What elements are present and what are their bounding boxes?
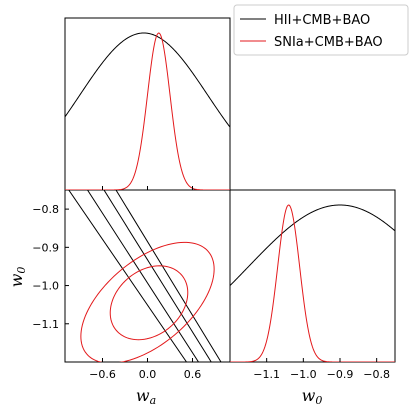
x-tick-label-wa-0: −0.6 [89,368,116,381]
x-tick-label-w0-0: −1.1 [253,368,280,381]
x-tick-label-w0-3: −0.8 [363,368,390,381]
y-tick-label-w0-3: −0.8 [32,203,59,216]
series-hii-contour-2sigma-3 [115,190,222,362]
panel-w0-marginal [229,189,396,363]
legend: HII+CMB+BAO SNIa+CMB+BAO [233,4,409,56]
series-hii-contour-1sigma-1 [103,190,212,362]
x-axis-label-w0: w0 [302,386,323,407]
y-tick-label-w0-2: −0.9 [32,241,59,254]
y-tick-label-w0-0: −1.1 [32,318,59,331]
legend-box [233,4,409,56]
y-tick-label-w0-1: −1.0 [32,280,59,293]
legend-label-hii: HII+CMB+BAO [274,13,370,28]
series-snia-w0-marginal [230,204,395,362]
x-tick-label-w0-2: −0.9 [327,368,354,381]
series-snia-wa-marginal [65,32,230,190]
series-hii-wa-marginal [65,32,230,128]
plot-layer [65,32,395,362]
tick-layer: −0.6 0.0 0.6 −1.1 −1.1 −1.0 −1.0 −0.9 −0.9 −0.8 −0… [32,186,390,381]
x-tick-label-wa-2: 0.6 [184,368,202,381]
series-snia-contour-2sigma [80,241,215,362]
y-axis-label-w0: w0 [7,267,28,288]
panel-wa-marginal [64,17,231,191]
series-hii-contour-2sigma-2 [68,190,187,362]
x-tick-label-w0-1: −1.0 [290,368,317,381]
x-axis-label-wa: wa [136,386,156,407]
series-hii-w0-marginal [230,204,395,286]
series-snia-contour-1sigma [109,265,189,341]
legend-label-snia: SNIa+CMB+BAO [274,35,383,50]
x-tick-label-wa-1: 0.0 [139,368,157,381]
series-hii-contour-1sigma-0 [87,190,199,362]
